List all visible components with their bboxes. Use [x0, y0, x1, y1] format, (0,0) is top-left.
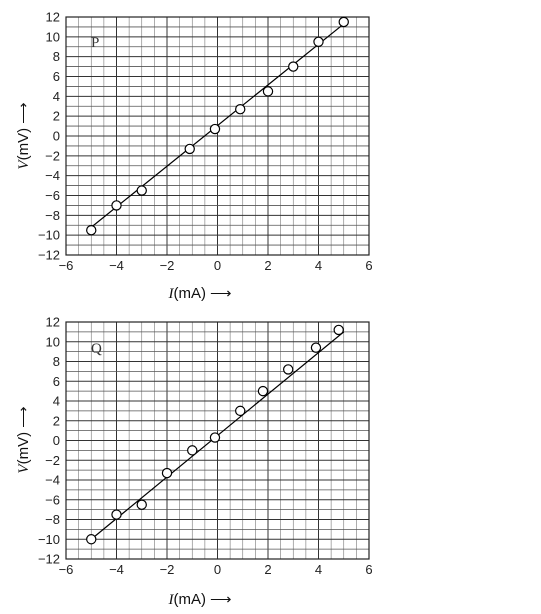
x-tick-label: 4 [315, 562, 322, 577]
data-point [136, 499, 147, 510]
panel-p-y-arrow: ⟶ [15, 102, 32, 124]
data-point [209, 123, 221, 135]
panel-q-label: Q [91, 341, 102, 357]
panel-q-y-var: V [16, 463, 32, 474]
panel-p-label: P [91, 35, 99, 51]
data-point [86, 534, 97, 545]
x-tick-label: −4 [109, 258, 124, 273]
x-tick-label: 0 [214, 562, 221, 577]
panel-p-x-arrow: ⟶ [210, 285, 232, 302]
y-tick-label: −10 [38, 532, 60, 547]
y-tick-label: 10 [46, 334, 60, 349]
panel-q-x-axis-title: I(mA) ⟶ [167, 591, 231, 608]
panel-p-y-tick-labels: 12 10 8 6 4 2 0 −2 −4 −6 −8 −10 −12 [38, 10, 60, 263]
x-tick-label: −2 [160, 562, 175, 577]
data-point [313, 36, 324, 47]
y-tick-label: 0 [53, 129, 60, 144]
x-tick-label: −4 [109, 562, 124, 577]
panel-q-data-points [86, 324, 344, 545]
panel-p-x-var: I [167, 286, 174, 302]
x-tick-label: 4 [315, 258, 322, 273]
panel-p-data-points [86, 16, 349, 236]
y-tick-label: −10 [38, 228, 60, 243]
x-tick-label: 6 [365, 258, 372, 273]
panel-p-x-tick-labels: −6 −4 −2 0 2 4 6 [59, 258, 373, 273]
data-point [235, 104, 246, 115]
data-point [235, 405, 246, 417]
x-tick-label: 6 [365, 562, 372, 577]
panel-p-y-unit: (mV) [15, 128, 32, 161]
data-point [310, 342, 322, 353]
y-tick-label: 2 [53, 109, 60, 124]
data-point [111, 509, 122, 520]
y-tick-label: −8 [45, 512, 60, 527]
panel-q-x-unit: (mA) [173, 591, 206, 608]
x-tick-label: −6 [59, 562, 74, 577]
plot-frame [65, 321, 370, 560]
y-tick-label: 2 [53, 413, 60, 428]
data-point [111, 200, 122, 211]
panel-q-y-tick-labels: 12 10 8 6 4 2 0 −2 −4 −6 −8 −10 −12 [38, 315, 60, 567]
y-tick-label: −12 [38, 552, 60, 567]
plot-frame [65, 16, 370, 256]
panel-p-y-axis-title: V(mV) ⟶ [15, 102, 32, 169]
panel-p-grid [65, 16, 370, 256]
x-tick-label: 2 [264, 258, 271, 273]
y-tick-label: 12 [46, 315, 60, 330]
data-point [86, 225, 97, 236]
data-point [338, 16, 349, 28]
y-tick-label: 8 [53, 49, 60, 64]
panel-q-y-unit: (mV) [15, 432, 32, 465]
x-tick-label: −6 [59, 258, 74, 273]
panel-q-y-axis-title: V(mV) ⟶ [15, 406, 32, 473]
panel-p-x-unit: (mA) [173, 285, 206, 302]
y-tick-label: −4 [45, 168, 60, 183]
panel-p-y-var: V [16, 159, 32, 170]
y-tick-label: 6 [53, 69, 60, 84]
y-tick-label: −4 [45, 473, 60, 488]
data-point [187, 445, 198, 456]
y-tick-label: −6 [45, 188, 60, 203]
y-tick-label: −6 [45, 492, 60, 507]
y-tick-label: 4 [53, 89, 60, 104]
data-point [333, 324, 344, 336]
panel-p-x-axis-title: I(mA) ⟶ [167, 285, 231, 302]
data-point [184, 143, 195, 155]
y-tick-label: −8 [45, 208, 60, 223]
y-tick-label: −12 [38, 248, 60, 263]
data-point [262, 86, 274, 97]
y-tick-label: 12 [46, 10, 60, 25]
y-tick-label: 10 [46, 29, 60, 44]
y-tick-label: 4 [53, 394, 60, 409]
data-point [288, 61, 299, 72]
panel-q-grid [65, 321, 370, 560]
data-point [136, 185, 147, 196]
x-tick-label: 0 [214, 258, 221, 273]
data-point [209, 432, 221, 443]
panel-q-x-tick-labels: −6 −4 −2 0 2 4 6 [59, 562, 373, 577]
panel-q-x-var: I [167, 592, 174, 608]
data-point [161, 467, 173, 479]
y-tick-label: 8 [53, 354, 60, 369]
y-tick-label: 6 [53, 374, 60, 389]
panel-q-y-arrow: ⟶ [15, 406, 32, 428]
y-tick-label: 0 [53, 433, 60, 448]
data-point [283, 364, 294, 375]
x-tick-label: −2 [160, 258, 175, 273]
y-tick-label: −2 [45, 148, 60, 163]
data-point [257, 385, 269, 397]
x-tick-label: 2 [264, 562, 271, 577]
panel-q-x-arrow: ⟶ [210, 591, 232, 608]
y-tick-label: −2 [45, 453, 60, 468]
